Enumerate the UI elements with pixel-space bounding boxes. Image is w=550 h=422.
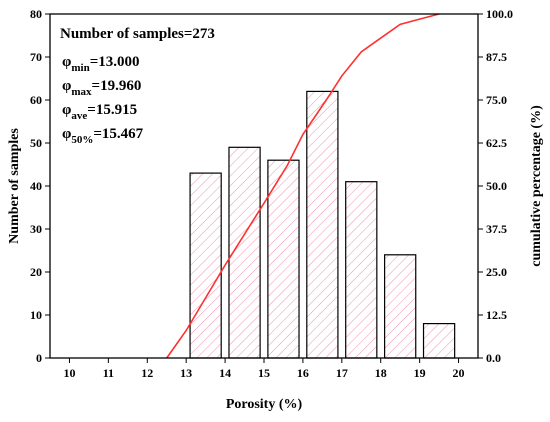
y-tick-label: 80: [30, 7, 42, 21]
annotation-phi-50: φ50%=15.467: [62, 126, 144, 146]
y2-tick-label: 62.5: [486, 136, 507, 150]
x-tick-label: 19: [414, 366, 426, 380]
y2-tick-label: 50.0: [486, 179, 507, 193]
histogram-bar: [345, 181, 378, 359]
histogram-bar: [422, 323, 456, 359]
y2-tick-label: 12.5: [486, 308, 507, 322]
y-tick-label: 20: [30, 265, 42, 279]
x-tick-label: 14: [219, 366, 231, 380]
annotation-phi-min: φmin=13.000: [62, 54, 140, 74]
y2-tick-label: 75.0: [486, 93, 507, 107]
histogram-bar: [267, 159, 300, 359]
y-tick-label: 60: [30, 93, 42, 107]
x-tick-label: 20: [453, 366, 465, 380]
y-tick-label: 50: [30, 136, 42, 150]
y-tick-label: 0: [36, 351, 42, 365]
histogram-bar: [228, 146, 261, 359]
x-tick-label: 15: [258, 366, 270, 380]
y2-axis-title: cumulative percentage (%): [529, 105, 544, 267]
x-tick-label: 13: [180, 366, 192, 380]
annotation-phi-ave: φave=15.915: [62, 102, 137, 122]
x-tick-label: 10: [63, 366, 75, 380]
y-tick-label: 40: [30, 179, 42, 193]
y-axis-title: Number of samples: [7, 128, 22, 244]
y2-tick-label: 0.0: [486, 351, 501, 365]
histogram-bar: [384, 254, 417, 359]
y2-tick-label: 100.0: [486, 7, 513, 21]
y2-tick-label: 37.5: [486, 222, 507, 236]
cumulative-line: [166, 13, 440, 359]
x-tick-label: 12: [141, 366, 153, 380]
histogram-bar: [306, 90, 339, 359]
y2-tick-label: 25.0: [486, 265, 507, 279]
y-tick-label: 70: [30, 50, 42, 64]
x-tick-label: 18: [375, 366, 387, 380]
annotation-sample-count: Number of samples=273: [60, 26, 215, 42]
x-tick-label: 16: [297, 366, 309, 380]
y-tick-label: 10: [30, 308, 42, 322]
x-tick-label: 17: [336, 366, 348, 380]
histogram-bar: [189, 172, 222, 359]
x-tick-label: 11: [103, 366, 114, 380]
y-tick-label: 30: [30, 222, 42, 236]
y2-tick-label: 87.5: [486, 50, 507, 64]
annotation-phi-max: φmax=19.960: [62, 78, 141, 98]
x-axis-title: Porosity (%): [226, 397, 303, 412]
